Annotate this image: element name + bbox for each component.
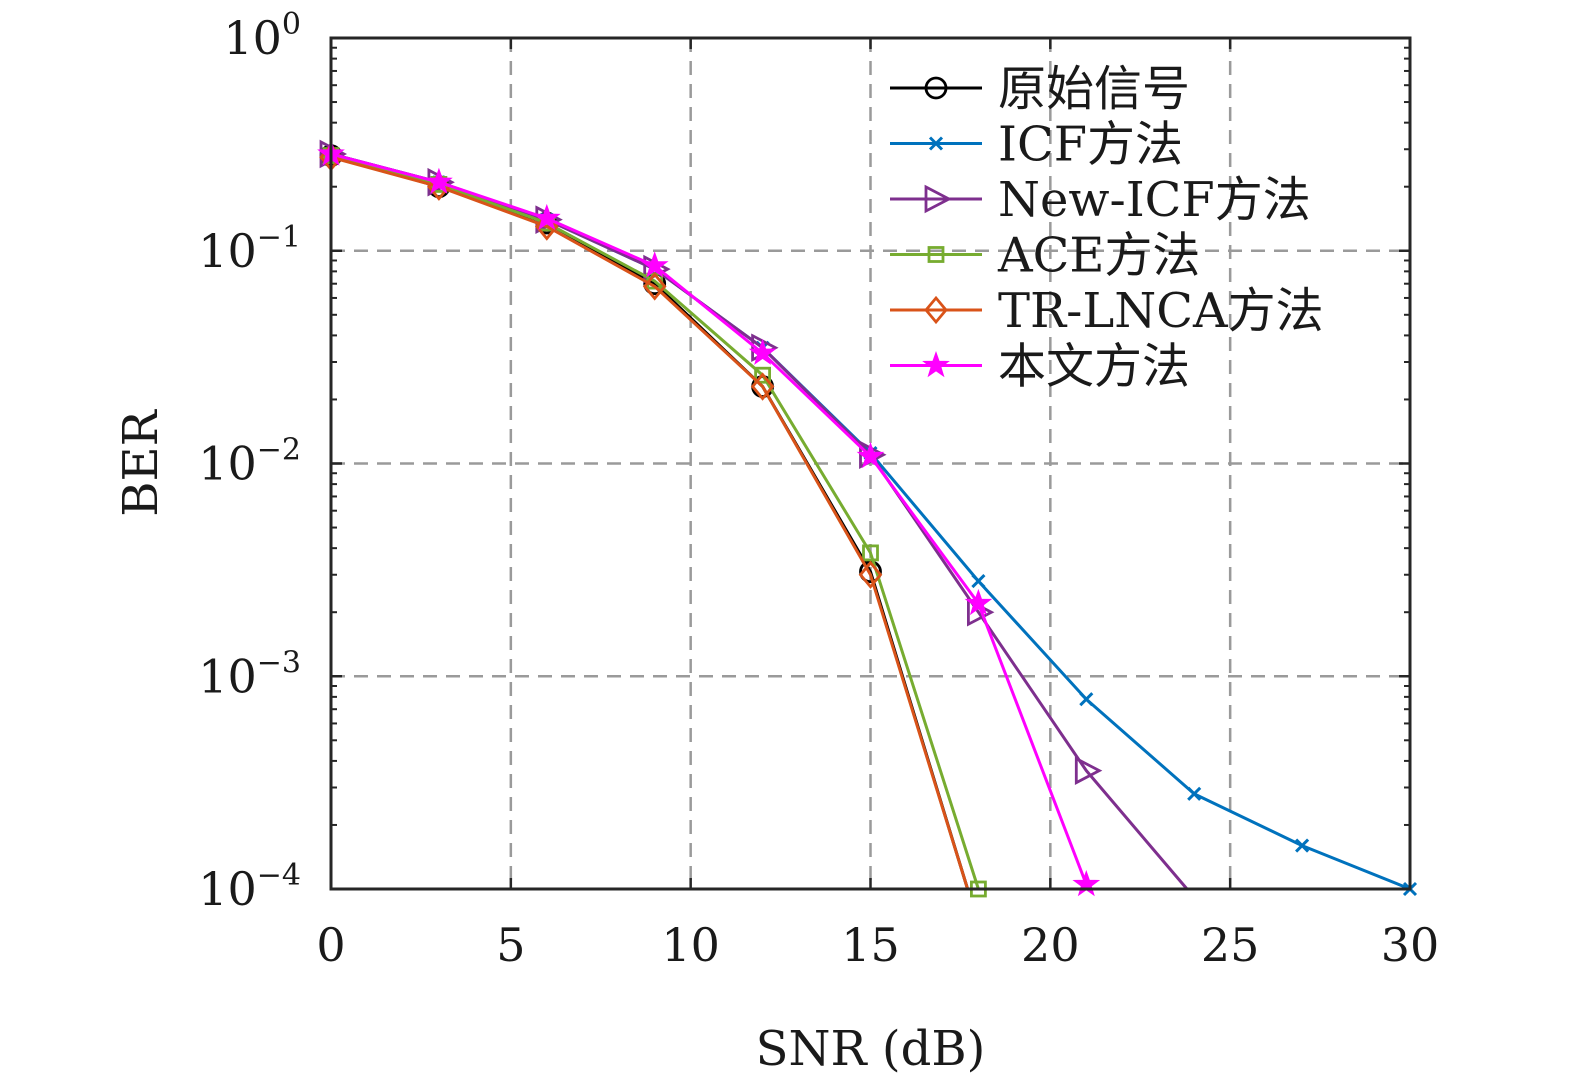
data-point (858, 560, 883, 589)
series-lines (317, 139, 1418, 898)
data-point (642, 272, 667, 301)
x-axis-label: SNR (dB) (756, 1021, 986, 1077)
x-tick-label: 30 (1381, 918, 1440, 972)
data-point (750, 372, 775, 401)
legend-label: 原始信号 (998, 61, 1190, 117)
series-line (330, 152, 1088, 886)
y-axis-label: BER (113, 408, 169, 516)
data-point (754, 366, 771, 384)
data-point (1072, 869, 1101, 897)
data-point (1187, 786, 1202, 801)
legend-item: 本文方法 (890, 339, 1190, 395)
legend-item: 原始信号 (890, 61, 1190, 117)
data-point (964, 588, 993, 616)
x-tick-label: 5 (496, 918, 525, 972)
legend-item: TR-LNCA方法 (890, 283, 1324, 339)
data-point (856, 441, 885, 469)
legend-item: ACE方法 (890, 228, 1200, 284)
data-point (748, 338, 777, 365)
legend-label: ICF方法 (998, 117, 1183, 173)
data-point (1079, 692, 1094, 707)
legend-label: TR-LNCA方法 (998, 283, 1324, 339)
legend-marker (924, 76, 948, 100)
y-tick-label: 10−2 (198, 433, 301, 491)
legend-marker (924, 295, 948, 325)
legend-marker (924, 184, 953, 214)
legend-label: ACE方法 (997, 228, 1200, 284)
legend-label: New-ICF方法 (998, 172, 1311, 228)
y-tick-label: 10−1 (198, 220, 301, 278)
y-tick-label: 100 (223, 7, 301, 65)
x-tick-label: 0 (316, 918, 345, 972)
legend-item: New-ICF方法 (890, 172, 1311, 228)
x-tick-label: 15 (841, 918, 900, 972)
legend-label: 本文方法 (998, 339, 1190, 395)
y-tick-label: 10−3 (198, 645, 301, 703)
legend-item: ICF方法 (890, 117, 1183, 173)
legend-marker (927, 246, 945, 263)
grid (331, 38, 1410, 889)
data-point (425, 167, 453, 194)
legend-marker (928, 136, 944, 151)
x-tick-label: 20 (1021, 918, 1080, 972)
data-point (862, 544, 879, 562)
legend-marker (922, 350, 950, 378)
data-point (1295, 838, 1310, 853)
data-point (532, 203, 561, 231)
data-point (971, 574, 986, 589)
series-5 (317, 139, 1101, 897)
axis-ticks: 0 5 10 15 20 25 30 100 10−1 10−2 10−3 10−4 (198, 7, 1439, 972)
data-point (1074, 756, 1103, 785)
x-tick-label: 25 (1201, 918, 1260, 972)
x-tick-label: 10 (661, 918, 720, 972)
y-tick-label: 10−4 (198, 858, 301, 916)
data-point (640, 251, 669, 278)
